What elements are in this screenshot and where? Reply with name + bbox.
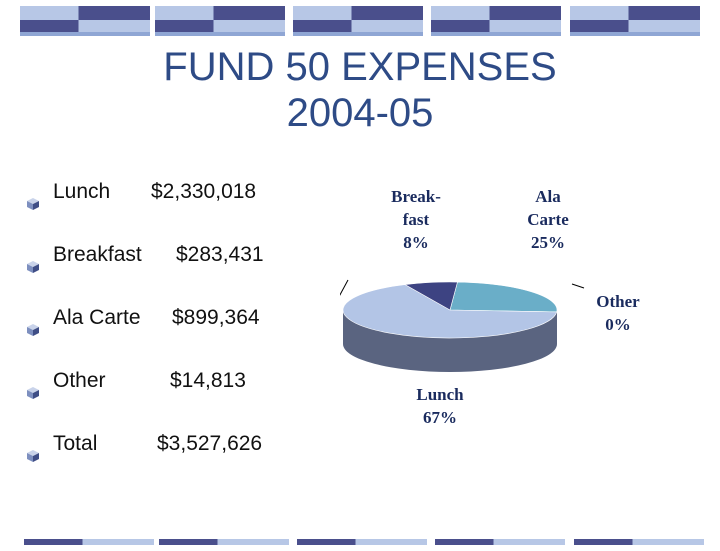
band-block	[628, 6, 700, 20]
list-item-breakfast: Breakfast $283,431	[26, 235, 356, 298]
band-block	[213, 6, 285, 20]
expense-list: Lunch $2,330,018 Breakfast $283,431 Ala …	[26, 172, 356, 487]
band-block	[20, 32, 150, 36]
band-block	[20, 6, 79, 20]
slice-label-breakfast: 8%	[403, 233, 429, 252]
band-block	[431, 32, 561, 36]
slice-label-ala-carte: Ala	[535, 187, 561, 206]
item-label: Other	[53, 369, 106, 392]
band-block	[293, 32, 423, 36]
page-title: FUND 50 EXPENSES 2004-05	[0, 44, 720, 136]
bullet-icon	[26, 248, 40, 273]
band-block	[570, 32, 700, 36]
slice-label-breakfast: Break-	[391, 187, 441, 206]
band-block	[431, 20, 490, 32]
item-amount: $14,813	[170, 369, 246, 392]
band-block	[628, 20, 700, 32]
bullet-cube-icon	[27, 450, 39, 462]
item-amount: $899,364	[172, 306, 260, 329]
band-block	[570, 20, 629, 32]
item-amount: $2,330,018	[151, 180, 257, 203]
footer-band-pattern	[24, 539, 704, 545]
band-block	[293, 20, 352, 32]
title-line-2: 2004-05	[286, 91, 434, 135]
header-band-pattern	[20, 6, 700, 36]
band-block	[293, 6, 352, 20]
band-block	[489, 6, 561, 20]
band-block	[20, 20, 79, 32]
band-block	[351, 20, 423, 32]
item-amount: $3,527,626	[157, 432, 263, 455]
slice-label-ala-carte: Carte	[527, 210, 569, 229]
bullet-icon	[26, 437, 40, 462]
band-block	[78, 6, 150, 20]
leader-line	[340, 279, 349, 296]
header-band	[0, 4, 720, 40]
item-label: Total	[53, 432, 98, 455]
list-item-other: Other $14,813	[26, 361, 356, 424]
bullet-cube-icon	[27, 387, 39, 399]
pie-slice-breakfast	[404, 281, 458, 311]
pie-slice-ala-carte	[449, 281, 558, 313]
item-amount: $283,431	[176, 243, 264, 266]
bullet-cube-icon	[27, 324, 39, 336]
title-line-1: FUND 50 EXPENSES	[163, 45, 557, 89]
band-block	[213, 20, 285, 32]
item-label: Breakfast	[53, 243, 142, 266]
item-label: Ala Carte	[53, 306, 141, 329]
bullet-icon	[26, 185, 40, 210]
slice-label-other: 0%	[605, 315, 631, 334]
list-item-total: Total $3,527,626	[26, 424, 356, 487]
band-block	[155, 20, 214, 32]
item-label: Lunch	[53, 180, 111, 203]
band-block	[351, 6, 423, 20]
list-item-lunch: Lunch $2,330,018	[26, 172, 356, 235]
leader-line	[571, 283, 585, 289]
bullet-cube-icon	[27, 261, 39, 273]
band-block	[570, 6, 629, 20]
pie-slice-lunch	[342, 284, 558, 339]
band-block	[78, 20, 150, 32]
bullet-icon	[26, 311, 40, 336]
band-block	[155, 6, 214, 20]
label-layer: Lunch 67% Break-fast 8% Ala Carte 25% Other 0%	[340, 187, 640, 427]
pie-chart: Lunch 67% Break-fast 8% Ala Carte 25% Other 0%	[340, 187, 640, 427]
pie-side-wall	[343, 310, 557, 372]
band-block	[155, 32, 285, 36]
band-block	[431, 6, 490, 20]
slice-label-lunch: 67%	[423, 408, 457, 427]
pie-layer	[342, 281, 558, 372]
slice-label-breakfast: fast	[403, 210, 430, 229]
band-block	[489, 20, 561, 32]
slice-label-lunch: Lunch	[416, 385, 464, 404]
list-item-ala-carte: Ala Carte $899,364	[26, 298, 356, 361]
slice-label-other: Other	[596, 292, 640, 311]
bullet-cube-icon	[27, 198, 39, 210]
bullet-icon	[26, 374, 40, 399]
slice-label-ala-carte: 25%	[531, 233, 565, 252]
